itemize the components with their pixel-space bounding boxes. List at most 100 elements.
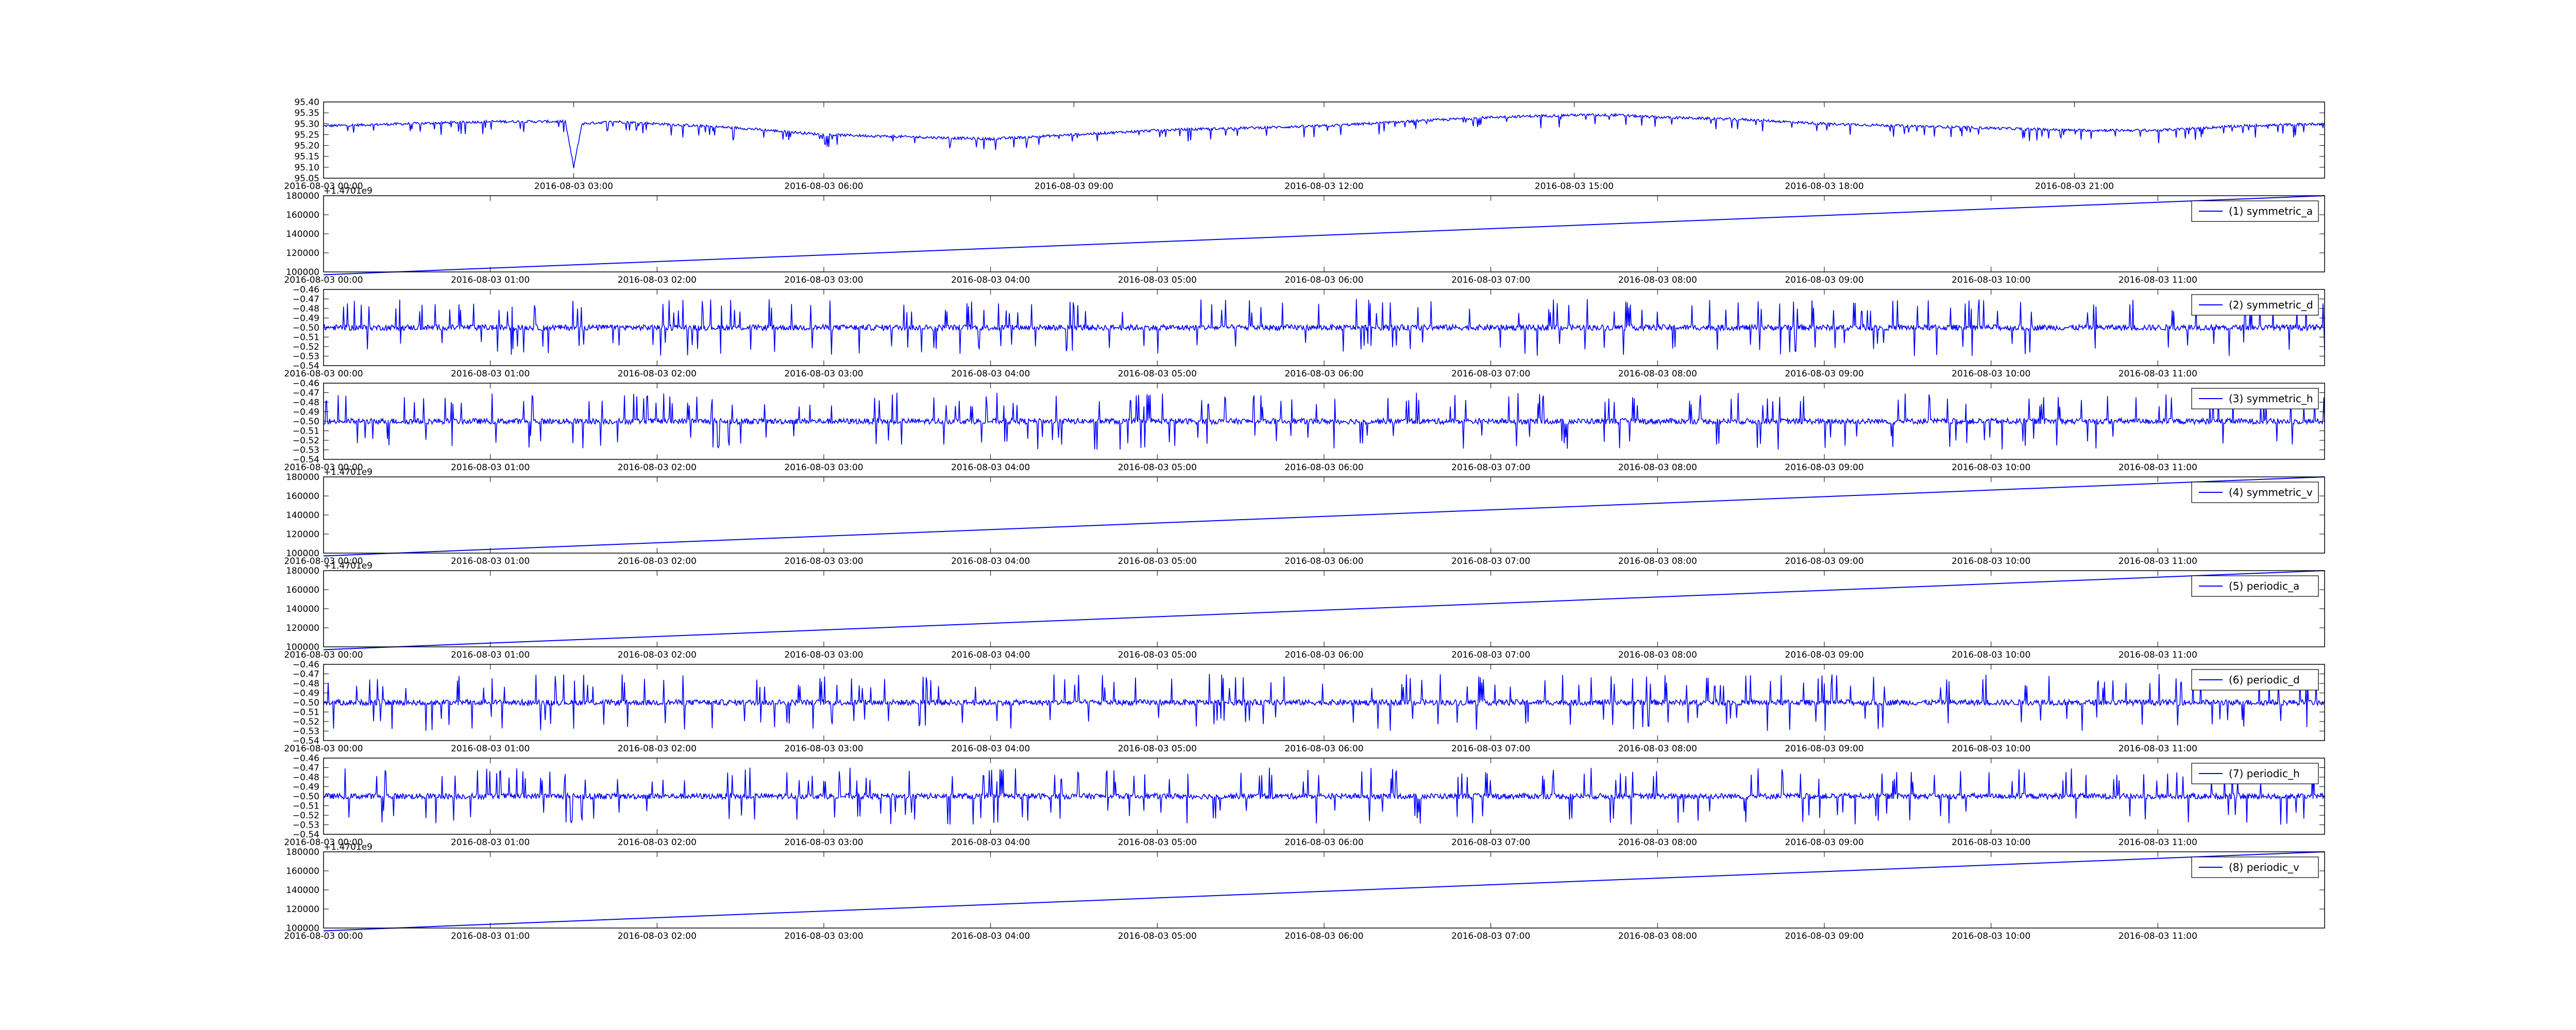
y-tick-label-5-4: 180000 xyxy=(286,566,319,576)
legend-label-4: (4) symmetric_v xyxy=(2229,486,2313,499)
y-tick-label-1-2: 140000 xyxy=(286,229,319,239)
series-line-4 xyxy=(323,476,2325,557)
x-tick-label-1-9: 2016-08-03 09:00 xyxy=(1785,275,1863,285)
y-tick-label-0-5: 95.30 xyxy=(294,119,319,129)
x-tick-label-5-1: 2016-08-03 01:00 xyxy=(451,650,530,660)
x-tick-label-7-10: 2016-08-03 10:00 xyxy=(1952,837,2030,848)
y-tick-label-2-2: −0.52 xyxy=(293,342,319,352)
x-tick-label-3-7: 2016-08-03 07:00 xyxy=(1451,462,1530,473)
x-tick-label-2-5: 2016-08-03 05:00 xyxy=(1118,369,1197,379)
x-tick-label-8-8: 2016-08-03 08:00 xyxy=(1618,931,1697,941)
x-tick-label-3-8: 2016-08-03 08:00 xyxy=(1618,462,1697,473)
x-tick-label-8-7: 2016-08-03 07:00 xyxy=(1451,931,1530,941)
x-tick-label-2-7: 2016-08-03 07:00 xyxy=(1451,369,1530,379)
x-tick-label-5-7: 2016-08-03 07:00 xyxy=(1451,650,1530,660)
x-tick-label-5-5: 2016-08-03 05:00 xyxy=(1118,650,1197,660)
series-line-3 xyxy=(324,392,2325,450)
y-tick-label-8-3: 160000 xyxy=(286,866,319,877)
x-tick-label-1-2: 2016-08-03 02:00 xyxy=(618,275,697,285)
offset-text-4: +1.4701e9 xyxy=(324,467,372,477)
x-tick-label-7-4: 2016-08-03 04:00 xyxy=(951,837,1030,848)
x-tick-label-2-4: 2016-08-03 04:00 xyxy=(951,369,1030,379)
x-tick-label-2-0: 2016-08-03 00:00 xyxy=(284,369,363,379)
y-tick-label-0-2: 95.15 xyxy=(294,152,319,162)
x-tick-label-2-1: 2016-08-03 01:00 xyxy=(451,369,530,379)
y-tick-label-6-2: −0.52 xyxy=(293,717,319,727)
y-tick-label-2-5: −0.49 xyxy=(293,314,319,324)
x-tick-label-1-3: 2016-08-03 03:00 xyxy=(784,275,863,285)
x-tick-label-1-4: 2016-08-03 04:00 xyxy=(951,275,1030,285)
y-tick-label-4-0: 100000 xyxy=(286,548,319,559)
axes-frame-0 xyxy=(323,101,2325,179)
series-line-5 xyxy=(323,570,2325,650)
x-tick-label-3-2: 2016-08-03 02:00 xyxy=(618,462,697,473)
legend-label-7: (7) periodic_h xyxy=(2229,767,2300,780)
y-tick-label-7-1: −0.53 xyxy=(293,820,319,831)
y-tick-label-4-2: 140000 xyxy=(286,510,319,521)
x-tick-label-4-3: 2016-08-03 03:00 xyxy=(784,556,863,566)
y-tick-label-5-1: 120000 xyxy=(286,623,319,633)
x-tick-label-0-4: 2016-08-03 12:00 xyxy=(1284,181,1363,192)
x-tick-label-6-6: 2016-08-03 06:00 xyxy=(1284,744,1363,754)
x-tick-label-0-1: 2016-08-03 03:00 xyxy=(534,181,613,192)
y-tick-label-8-0: 100000 xyxy=(286,923,319,934)
x-tick-label-7-1: 2016-08-03 01:00 xyxy=(451,837,530,848)
x-tick-label-8-2: 2016-08-03 02:00 xyxy=(618,931,697,941)
x-tick-label-1-0: 2016-08-03 00:00 xyxy=(284,275,363,285)
x-tick-label-2-11: 2016-08-03 11:00 xyxy=(2119,369,2197,379)
y-tick-label-2-0: −0.54 xyxy=(293,361,319,371)
x-tick-label-6-8: 2016-08-03 08:00 xyxy=(1618,744,1697,754)
x-tick-label-4-2: 2016-08-03 02:00 xyxy=(618,556,697,566)
y-tick-label-0-1: 95.10 xyxy=(294,163,319,173)
x-tick-label-3-4: 2016-08-03 04:00 xyxy=(951,462,1030,473)
series-line-1 xyxy=(323,195,2325,276)
x-tick-label-4-11: 2016-08-03 11:00 xyxy=(2119,556,2197,566)
offset-text-1: +1.4701e9 xyxy=(324,186,372,196)
x-tick-label-6-7: 2016-08-03 07:00 xyxy=(1451,744,1530,754)
y-tick-label-0-6: 95.35 xyxy=(294,108,319,118)
x-tick-label-1-5: 2016-08-03 05:00 xyxy=(1118,275,1197,285)
y-tick-label-6-6: −0.48 xyxy=(293,679,319,689)
x-tick-label-3-3: 2016-08-03 03:00 xyxy=(784,462,863,473)
x-tick-label-0-3: 2016-08-03 09:00 xyxy=(1035,181,1113,192)
y-tick-label-3-8: −0.46 xyxy=(293,379,319,389)
x-tick-label-8-4: 2016-08-03 04:00 xyxy=(951,931,1030,941)
x-tick-label-3-1: 2016-08-03 01:00 xyxy=(451,462,530,473)
x-tick-label-7-8: 2016-08-03 08:00 xyxy=(1618,837,1697,848)
x-tick-label-7-11: 2016-08-03 11:00 xyxy=(2119,837,2197,848)
x-tick-label-3-11: 2016-08-03 11:00 xyxy=(2119,462,2197,473)
x-tick-label-3-9: 2016-08-03 09:00 xyxy=(1785,462,1863,473)
x-tick-label-6-1: 2016-08-03 01:00 xyxy=(451,744,530,754)
y-tick-label-6-0: −0.54 xyxy=(293,736,319,746)
x-tick-label-0-0: 2016-08-03 00:00 xyxy=(284,181,363,192)
x-tick-label-4-10: 2016-08-03 10:00 xyxy=(1952,556,2030,566)
x-tick-label-4-0: 2016-08-03 00:00 xyxy=(284,556,363,566)
x-tick-label-0-5: 2016-08-03 15:00 xyxy=(1535,181,1614,192)
series-line-2 xyxy=(323,299,2325,356)
x-tick-label-5-6: 2016-08-03 06:00 xyxy=(1284,650,1363,660)
y-tick-label-3-4: −0.50 xyxy=(293,417,319,427)
y-tick-label-7-4: −0.50 xyxy=(293,792,319,802)
y-tick-label-5-3: 160000 xyxy=(286,585,319,595)
y-tick-label-5-2: 140000 xyxy=(286,604,319,614)
x-tick-label-7-2: 2016-08-03 02:00 xyxy=(618,837,697,848)
y-tick-label-6-5: −0.49 xyxy=(293,689,319,699)
x-tick-label-7-0: 2016-08-03 00:00 xyxy=(284,837,363,848)
x-tick-label-4-8: 2016-08-03 08:00 xyxy=(1618,556,1697,566)
y-tick-label-0-7: 95.40 xyxy=(294,97,319,108)
x-tick-label-0-7: 2016-08-03 21:00 xyxy=(2035,181,2114,192)
legend-label-1: (1) symmetric_a xyxy=(2229,205,2313,217)
x-tick-label-2-8: 2016-08-03 08:00 xyxy=(1618,369,1697,379)
y-tick-label-8-1: 120000 xyxy=(286,904,319,915)
x-tick-label-4-6: 2016-08-03 06:00 xyxy=(1284,556,1363,566)
y-tick-label-8-4: 180000 xyxy=(286,847,319,857)
x-tick-label-6-5: 2016-08-03 05:00 xyxy=(1118,744,1197,754)
x-tick-label-7-5: 2016-08-03 05:00 xyxy=(1118,837,1197,848)
legend-label-8: (8) periodic_v xyxy=(2229,861,2299,873)
y-tick-label-3-0: −0.54 xyxy=(293,455,319,465)
x-tick-label-7-3: 2016-08-03 03:00 xyxy=(784,837,863,848)
x-tick-label-3-10: 2016-08-03 10:00 xyxy=(1952,462,2030,473)
x-tick-label-1-10: 2016-08-03 10:00 xyxy=(1952,275,2030,285)
y-tick-label-1-4: 180000 xyxy=(286,191,319,201)
offset-text-8: +1.4701e9 xyxy=(324,842,372,852)
